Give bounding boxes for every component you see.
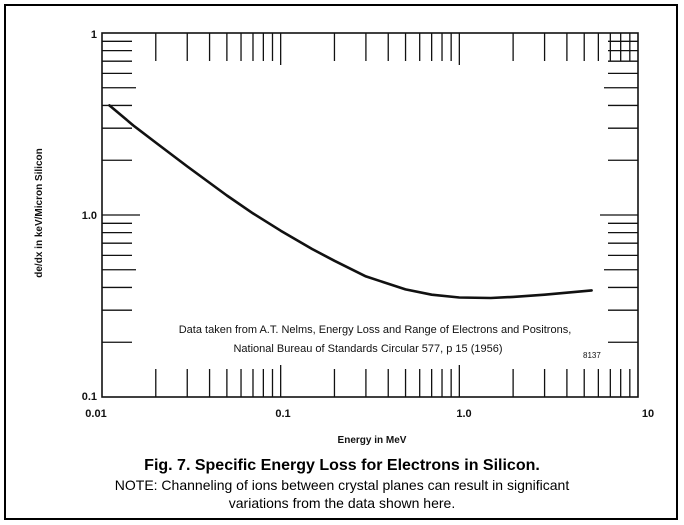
x-tick-label-3: 10 <box>642 408 654 420</box>
x-tick-label-0: 0.01 <box>85 408 106 420</box>
y-axis-label: de/dx in keV/Micron Silicon <box>34 148 45 277</box>
caption-note-line-1: NOTE: Channeling of ions between crystal… <box>114 477 570 493</box>
energy-loss-chart: 0.01 0.1 1.0 10 0.1 1.0 1 Energy in MeV … <box>34 29 654 446</box>
annotation-line-2: National Bureau of Standards Circular 57… <box>233 343 502 355</box>
figure-caption: Fig. 7. Specific Energy Loss for Electro… <box>0 456 684 512</box>
x-axis-label: Energy in MeV <box>338 435 407 446</box>
caption-note-line-2: variations from the data shown here. <box>228 495 456 511</box>
annotation-line-1: Data taken from A.T. Nelms, Energy Loss … <box>179 324 572 336</box>
y-tick-label-2: 1 <box>91 29 97 41</box>
energy-loss-curve <box>108 104 593 300</box>
tick-marks <box>102 33 638 397</box>
x-tick-label-2: 1.0 <box>456 408 471 420</box>
x-tick-label-1: 0.1 <box>275 408 290 420</box>
y-tick-label-0: 0.1 <box>82 391 97 403</box>
caption-title: Fig. 7. Specific Energy Loss for Electro… <box>144 457 540 474</box>
figure-frame <box>4 4 678 520</box>
plot-border <box>101 32 639 398</box>
y-tick-label-1: 1.0 <box>82 210 97 222</box>
figure-code: 8137 <box>583 351 601 360</box>
